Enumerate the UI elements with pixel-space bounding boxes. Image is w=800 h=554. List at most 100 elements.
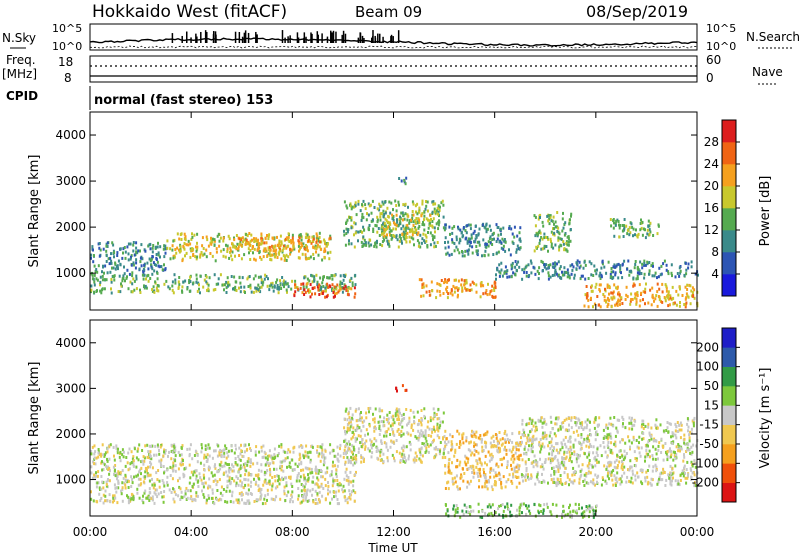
velocity-echo-cell xyxy=(287,448,290,452)
velocity-echo-cell xyxy=(90,465,93,469)
power-echo-cell xyxy=(320,240,323,244)
power-echo-cell xyxy=(451,238,454,242)
velocity-echo-cell xyxy=(469,449,472,453)
power-echo-cell xyxy=(99,283,101,287)
power-echo-cell xyxy=(528,274,531,277)
power-echo-cell xyxy=(372,227,375,231)
velocity-echo-cell xyxy=(587,471,590,475)
velocity-echo-cell xyxy=(413,420,415,423)
velocity-echo-cell xyxy=(563,418,566,422)
velocity-echo-cell xyxy=(117,486,120,490)
velocity-echo-cell xyxy=(202,485,205,489)
power-echo-cell xyxy=(466,241,469,245)
velocity-echo-cell xyxy=(594,464,597,468)
velocity-echo-cell xyxy=(540,481,543,484)
velocity-echo-cell xyxy=(475,465,478,469)
velocity-echo-cell xyxy=(133,447,136,451)
velocity-echo-cell xyxy=(609,450,612,454)
velocity-echo-cell xyxy=(655,469,658,473)
velocity-echo-cell xyxy=(205,501,208,505)
power-echo-cell xyxy=(192,281,195,285)
power-echo-cell xyxy=(656,304,659,308)
velocity-echo-cell xyxy=(652,457,655,461)
velocity-echo-cell xyxy=(506,466,508,469)
velocity-echo-cell xyxy=(669,447,671,451)
power-echo-cell xyxy=(411,217,414,220)
power-echo-cell xyxy=(155,263,158,267)
power-echo-cell xyxy=(313,286,316,290)
velocity-echo-cell xyxy=(551,450,554,454)
velocity-echo-cell xyxy=(255,480,258,484)
velocity-echo-cell xyxy=(146,455,149,459)
power-echo-cell xyxy=(368,228,370,232)
velocity-echo-cell xyxy=(530,428,533,432)
velocity-echo-cell xyxy=(425,449,428,453)
power-echo-cell xyxy=(565,271,568,274)
velocity-echo-cell xyxy=(102,468,105,471)
power-echo-cell xyxy=(587,305,590,309)
power-echo-cell xyxy=(560,237,563,241)
velocity-echo-cell xyxy=(203,495,206,499)
velocity-echo-cell xyxy=(215,498,218,501)
power-echo-cell xyxy=(337,290,340,294)
power-echo-cell xyxy=(205,235,208,239)
velocity-echo-cell xyxy=(228,476,231,480)
velocity-echo-cell xyxy=(677,449,680,453)
power-echo-cell xyxy=(553,231,556,235)
power-echo-cell xyxy=(287,232,290,236)
velocity-echo-cell xyxy=(405,459,407,463)
power-echo-cell xyxy=(543,264,546,268)
power-echo-cell xyxy=(444,236,447,240)
velocity-echo-cell xyxy=(149,465,152,469)
velocity-echo-cell xyxy=(492,439,495,443)
power-echo-cell xyxy=(233,238,236,242)
power-echo-cell xyxy=(455,235,458,239)
power-ylabel: Slant Range [km] xyxy=(27,155,42,268)
velocity-echo-cell xyxy=(660,471,663,475)
velocity-echo-cell xyxy=(399,459,402,462)
velocity-echo-cell xyxy=(460,473,463,477)
velocity-echo-cell xyxy=(146,469,148,473)
velocity-echo-cell xyxy=(479,437,482,441)
velocity-echo-cell xyxy=(459,443,462,447)
power-echo-cell xyxy=(538,241,541,245)
power-echo-cell xyxy=(383,213,386,216)
power-echo-cell xyxy=(640,291,643,295)
velocity-echo-cell xyxy=(136,491,139,495)
power-echo-cell xyxy=(135,250,138,254)
power-echo-cell xyxy=(341,290,344,294)
velocity-echo-cell xyxy=(140,460,143,464)
velocity-echo-cell xyxy=(456,485,459,489)
velocity-echo-cell xyxy=(158,452,161,456)
power-echo-cell xyxy=(195,273,198,277)
power-echo-cell xyxy=(455,286,458,290)
velocity-echo-cell xyxy=(596,461,599,464)
velocity-echo-cell xyxy=(421,433,424,437)
velocity-echo-cell xyxy=(674,464,677,468)
velocity-echo-cell xyxy=(180,463,183,467)
velocity-echo-cell xyxy=(672,476,674,480)
velocity-echo-cell xyxy=(381,409,384,413)
power-echo-cell xyxy=(415,217,418,220)
power-echo-cell xyxy=(291,233,294,237)
velocity-echo-cell xyxy=(237,455,240,458)
power-echo-cell xyxy=(630,292,633,296)
velocity-echo-cell xyxy=(119,450,122,454)
power-echo-cell xyxy=(484,243,487,246)
power-echo-cell xyxy=(413,243,415,247)
velocity-echo-cell xyxy=(316,501,319,505)
power-echo-cell xyxy=(345,288,348,291)
power-echo-cell xyxy=(287,238,290,242)
velocity-echo-cell xyxy=(316,476,319,480)
power-echo-cell xyxy=(267,252,270,256)
velocity-echo-cell xyxy=(336,482,339,486)
power-echo-cell xyxy=(123,272,126,276)
velocity-echo-cell xyxy=(352,452,354,456)
power-echo-cell xyxy=(281,276,284,279)
power-echo-cell xyxy=(370,243,373,247)
velocity-echo-cell xyxy=(556,465,559,469)
velocity-echo-cell xyxy=(253,477,255,481)
power-echo-cell xyxy=(540,236,543,239)
velocity-echo-cell xyxy=(638,441,640,445)
velocity-echo-cell xyxy=(316,483,319,487)
